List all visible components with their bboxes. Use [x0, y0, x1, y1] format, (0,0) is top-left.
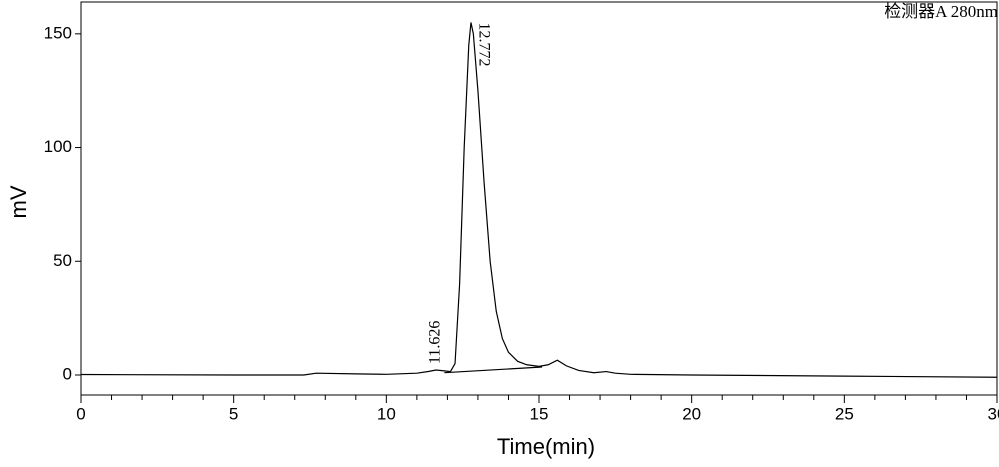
- y-tick-label: 50: [53, 251, 72, 270]
- x-axis-label: Time(min): [497, 434, 595, 459]
- y-axis-label: mV: [6, 185, 31, 218]
- peak-label: 12.772: [475, 22, 492, 66]
- detector-label: 检测器A 280nm: [884, 2, 998, 21]
- x-tick-label: 10: [377, 404, 396, 423]
- signal-line: [80, 22, 998, 378]
- x-tick-label: 20: [682, 404, 701, 423]
- x-tick-label: 25: [835, 404, 854, 423]
- x-tick-label: 5: [229, 404, 238, 423]
- x-tick-label: 30: [988, 404, 999, 423]
- peak-label: 11.626: [427, 321, 444, 364]
- plot-frame: [80, 1, 998, 396]
- y-tick-label: 150: [44, 23, 72, 42]
- y-tick-label: 0: [63, 364, 72, 383]
- x-tick-label: 15: [530, 404, 549, 423]
- y-tick-label: 100: [44, 137, 72, 156]
- signal-line: [444, 366, 543, 374]
- x-tick-label: 0: [76, 404, 85, 423]
